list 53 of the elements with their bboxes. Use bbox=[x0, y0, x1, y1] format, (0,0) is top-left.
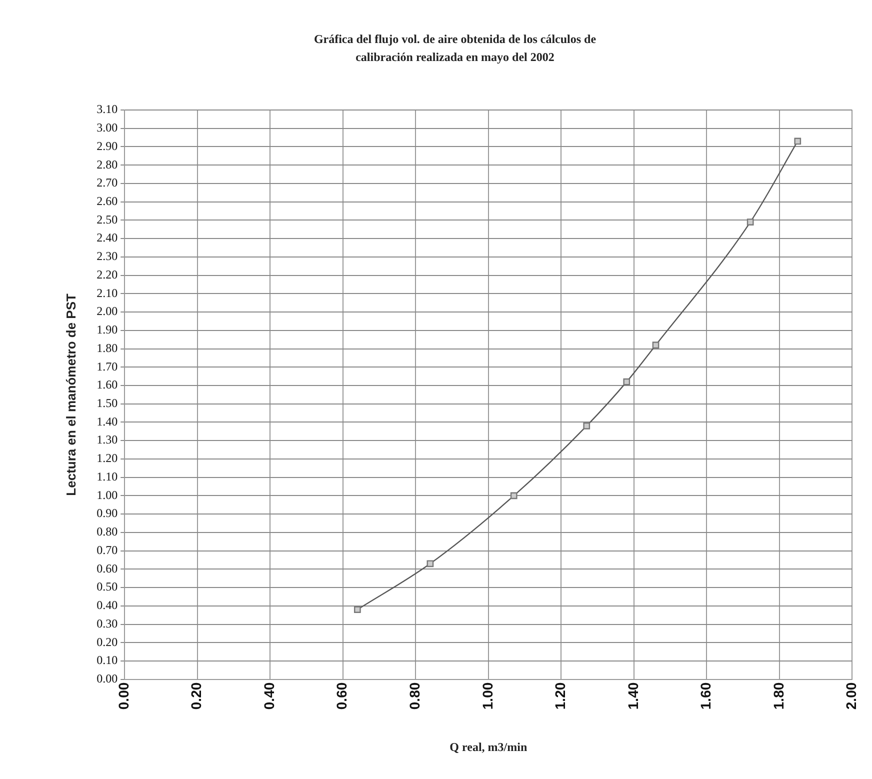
x-tick-label: 1.20 bbox=[552, 682, 568, 710]
point bbox=[354, 606, 361, 613]
y-tick-label: 0.80 bbox=[96, 524, 118, 539]
y-tick-label: 2.80 bbox=[96, 157, 118, 172]
y-tick-label: 2.30 bbox=[96, 249, 118, 264]
y-tick-label: 1.10 bbox=[96, 469, 118, 484]
y-tick-label: 1.80 bbox=[96, 340, 118, 355]
y-tick-label: 1.40 bbox=[96, 414, 118, 428]
x-tick-label: 0.20 bbox=[188, 682, 204, 710]
y-tick-label: 2.50 bbox=[96, 212, 118, 226]
y-tick-label: 3.00 bbox=[96, 120, 118, 135]
point bbox=[623, 378, 630, 386]
x-tick-label: 1.60 bbox=[698, 682, 714, 710]
chart-title: Gráfica del flujo vol. de aire obtenida de los cálculos de calibración realizada en mayo del 2002 bbox=[312, 31, 598, 66]
y-tick-label: 1.00 bbox=[96, 488, 118, 502]
point bbox=[510, 492, 518, 500]
y-tick-label: 1.60 bbox=[96, 378, 118, 392]
y-tick-label: 0.50 bbox=[96, 580, 118, 594]
y-tick-label: 1.20 bbox=[96, 451, 118, 466]
y-tick-label: 0.00 bbox=[96, 672, 118, 686]
y-tick-label: 1.90 bbox=[96, 322, 118, 337]
y-tick-label: 2.10 bbox=[96, 286, 118, 300]
y-axis-title: Lectura en el manómetro de PST bbox=[63, 293, 78, 496]
y-tick-label: 2.00 bbox=[96, 304, 118, 318]
x-tick-label: 1.80 bbox=[770, 682, 786, 710]
y-tick-label: 0.90 bbox=[96, 506, 118, 520]
x-tick-label: 0.60 bbox=[334, 682, 350, 710]
y-tick-label: 0.40 bbox=[96, 598, 118, 612]
y-tick-label: 1.30 bbox=[96, 432, 118, 447]
y-tick-label: 0.60 bbox=[96, 561, 118, 576]
point bbox=[794, 138, 802, 145]
x-tick-label: 1.40 bbox=[624, 682, 641, 710]
y-tick-label: 0.10 bbox=[96, 653, 118, 668]
x-axis-title: Q real, m3/min bbox=[450, 740, 528, 754]
y-tick-label: 0.30 bbox=[96, 616, 118, 630]
y-tick-label: 2.60 bbox=[96, 194, 118, 208]
x-tick-label: 0.80 bbox=[406, 682, 422, 710]
y-tick-label: 2.40 bbox=[96, 230, 118, 245]
point bbox=[746, 218, 754, 226]
x-tick-label: 2.00 bbox=[843, 682, 860, 710]
y-tick-label: 0.70 bbox=[96, 542, 118, 557]
x-tick-label: 0.40 bbox=[260, 682, 277, 710]
y-tick-label: 2.70 bbox=[96, 176, 118, 190]
y-tick-label: 1.70 bbox=[96, 359, 118, 374]
y-tick-label: 0.20 bbox=[96, 634, 118, 649]
y-tick-label: 3.10 bbox=[96, 102, 118, 116]
y-tick-label: 2.20 bbox=[96, 267, 118, 282]
point bbox=[426, 560, 434, 568]
y-tick-label: 2.90 bbox=[96, 138, 118, 153]
y-tick-label: 1.50 bbox=[96, 396, 118, 410]
point bbox=[652, 342, 660, 349]
point bbox=[583, 422, 590, 430]
x-tick-label: 1.00 bbox=[479, 682, 496, 710]
